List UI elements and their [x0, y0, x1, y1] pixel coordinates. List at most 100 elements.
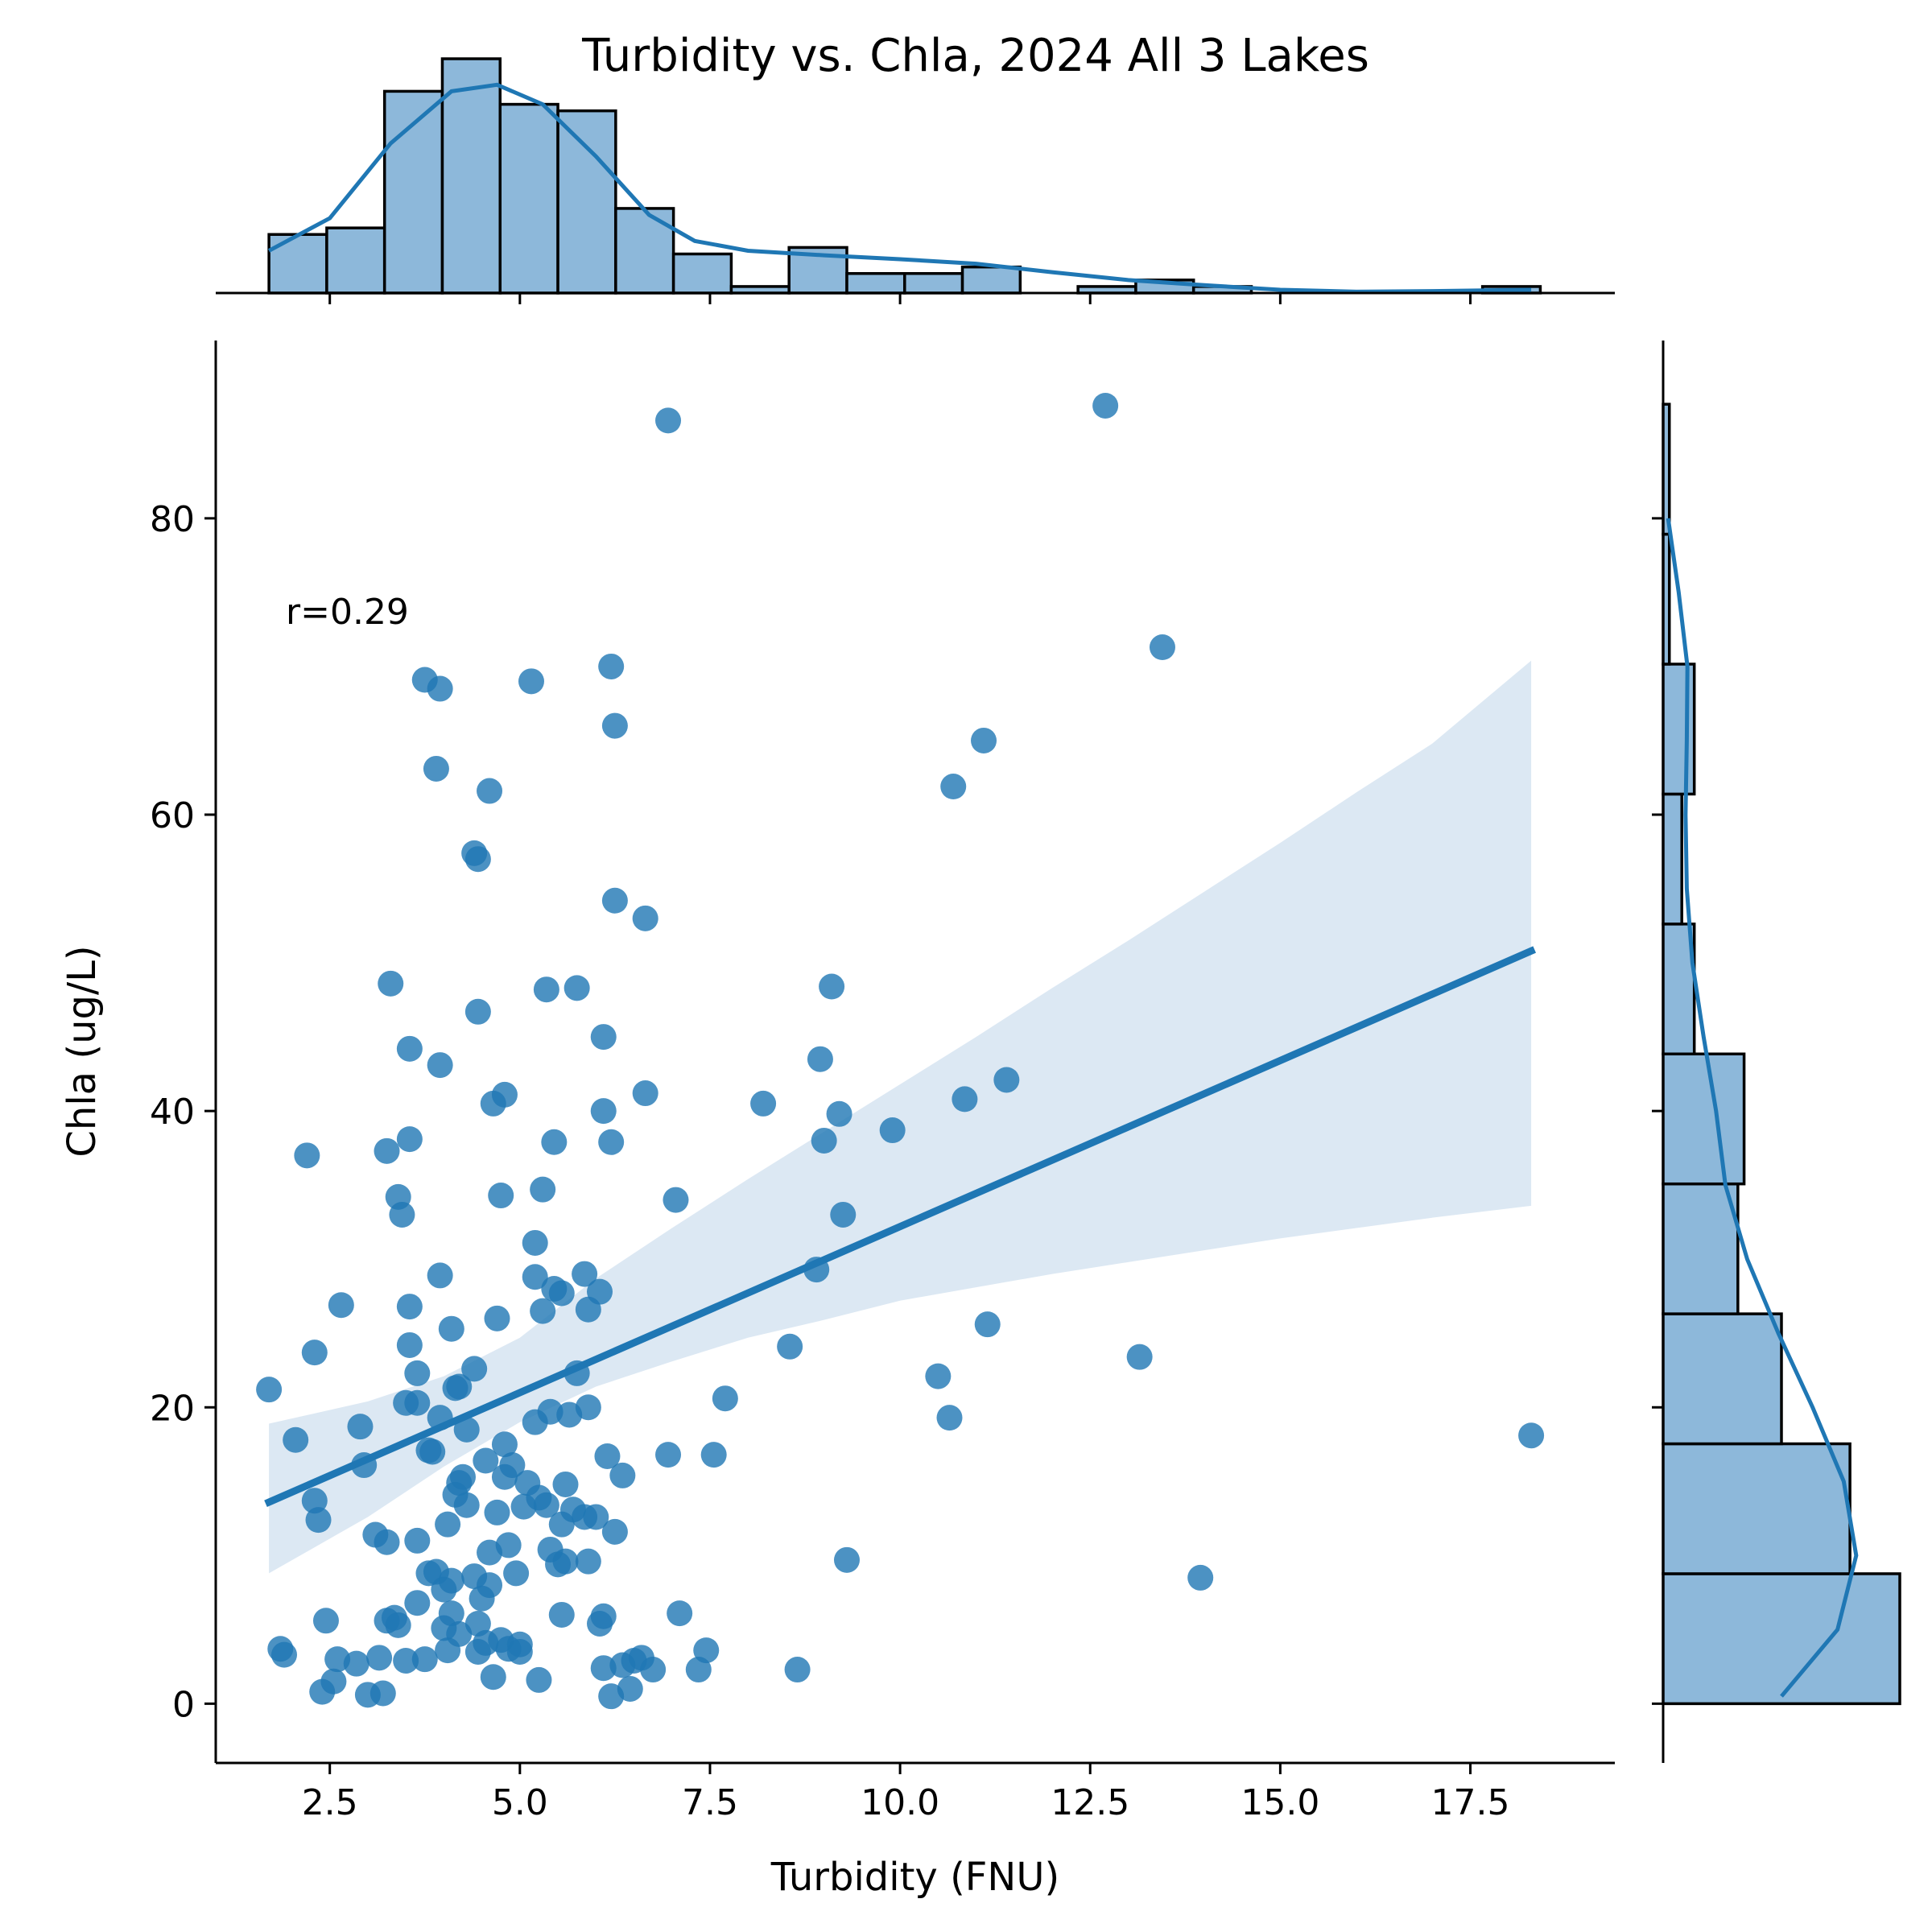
- scatter-point: [587, 1278, 613, 1305]
- scatter-point: [438, 1315, 464, 1342]
- scatter-point: [374, 1137, 400, 1164]
- top-histogram-bar: [440, 57, 502, 295]
- scatter-point: [700, 1442, 727, 1468]
- top-histogram-bar: [325, 226, 386, 295]
- scatter-point: [777, 1333, 803, 1360]
- scatter-point: [506, 1638, 533, 1665]
- scatter-point: [301, 1488, 328, 1514]
- scatter-point: [499, 1452, 526, 1479]
- scatter-point: [411, 1646, 438, 1673]
- scatter-point: [1092, 392, 1119, 419]
- scatter-point: [438, 1600, 464, 1627]
- top-histogram-bar: [498, 102, 559, 295]
- scatter-point: [552, 1471, 579, 1497]
- top-histogram-bar: [845, 272, 906, 295]
- scatter-point: [396, 1331, 423, 1358]
- scatter-point: [480, 1664, 506, 1690]
- x-axis-label: Turbidity (FNU): [770, 1855, 1059, 1900]
- x-tick-label: 12.5: [1051, 1782, 1129, 1823]
- scatter-point: [461, 1356, 488, 1382]
- top-histogram-bar: [267, 233, 328, 295]
- scatter-point: [575, 1394, 601, 1421]
- scatter-point: [590, 1655, 617, 1682]
- top-histogram-bar: [903, 272, 964, 295]
- scatter-point: [784, 1657, 811, 1683]
- scatter-point: [572, 1261, 598, 1287]
- scatter-point: [530, 1298, 556, 1324]
- y-tick-label: 60: [150, 795, 195, 836]
- scatter-point: [477, 778, 503, 804]
- scatter-point: [552, 1548, 579, 1575]
- scatter-point: [427, 1052, 453, 1079]
- scatter-point: [393, 1647, 419, 1674]
- scatter-point: [583, 1504, 609, 1530]
- x-tick-label: 2.5: [302, 1782, 358, 1823]
- scatter-point: [693, 1637, 720, 1664]
- scatter-point: [530, 1176, 556, 1203]
- scatter-point: [811, 1127, 837, 1154]
- scatter-point: [1126, 1344, 1153, 1370]
- scatter-point: [533, 976, 559, 1003]
- scatter-point: [385, 1612, 411, 1638]
- scatter-point: [522, 1264, 548, 1290]
- scatter-point: [320, 1668, 347, 1695]
- scatter-point: [940, 774, 967, 800]
- scatter-point: [663, 1187, 689, 1213]
- top-histogram-bar: [614, 207, 675, 295]
- scatter-point: [667, 1600, 693, 1627]
- scatter-point: [347, 1414, 374, 1440]
- scatter-point: [464, 998, 491, 1025]
- regression-confidence-band: [269, 660, 1532, 1574]
- scatter-point: [601, 887, 628, 914]
- scatter-point: [464, 846, 491, 873]
- top-histogram-bar: [556, 109, 617, 295]
- scatter-point: [427, 1262, 453, 1289]
- x-tick-label: 15.0: [1241, 1782, 1319, 1823]
- regression-line: [264, 946, 1537, 1507]
- scatter-point: [404, 1360, 431, 1386]
- right-histogram-bar: [1662, 1312, 1783, 1446]
- correlation-annotation: r=0.29: [286, 592, 409, 633]
- scatter-point: [419, 1439, 446, 1465]
- scatter-point: [598, 653, 625, 679]
- scatter-point: [518, 668, 544, 695]
- scatter-point: [598, 1129, 625, 1155]
- scatter-point: [590, 1603, 617, 1629]
- y-tick-label: 20: [150, 1388, 195, 1429]
- x-tick-label: 10.0: [861, 1782, 939, 1823]
- scatter-point: [404, 1527, 431, 1554]
- scatter-point: [271, 1641, 298, 1668]
- x-tick-label: 5.0: [492, 1782, 548, 1823]
- scatter-point: [396, 1126, 423, 1153]
- scatter-point: [446, 1373, 473, 1400]
- right-histogram-bar: [1662, 1572, 1901, 1706]
- scatter-point: [404, 1389, 431, 1416]
- scatter-point: [378, 970, 404, 997]
- scatter-point: [1518, 1422, 1545, 1449]
- scatter-point: [632, 1080, 658, 1107]
- scatter-point: [312, 1608, 339, 1634]
- scatter-point: [879, 1117, 906, 1144]
- scatter-point: [477, 1572, 503, 1599]
- scatter-point: [807, 1046, 833, 1072]
- scatter-point: [256, 1377, 283, 1403]
- scatter-point: [484, 1499, 510, 1525]
- scatter-point: [301, 1340, 328, 1366]
- scatter-point: [366, 1645, 393, 1671]
- scatter-point: [594, 1443, 621, 1469]
- scatter-point: [488, 1183, 514, 1209]
- x-tick-label: 7.5: [682, 1782, 738, 1823]
- scatter-point: [548, 1280, 575, 1307]
- scatter-point: [590, 1098, 617, 1125]
- scatter-point: [453, 1416, 480, 1443]
- scatter-point: [526, 1666, 552, 1693]
- scatter-point: [993, 1067, 1020, 1093]
- scatter-point: [830, 1201, 857, 1228]
- scatter-point: [374, 1529, 400, 1555]
- scatter-point: [328, 1292, 354, 1319]
- scatter-point: [449, 1463, 476, 1490]
- right-histogram-bar: [1662, 792, 1683, 926]
- y-tick-label: 0: [172, 1684, 195, 1725]
- scatter-point: [491, 1081, 518, 1108]
